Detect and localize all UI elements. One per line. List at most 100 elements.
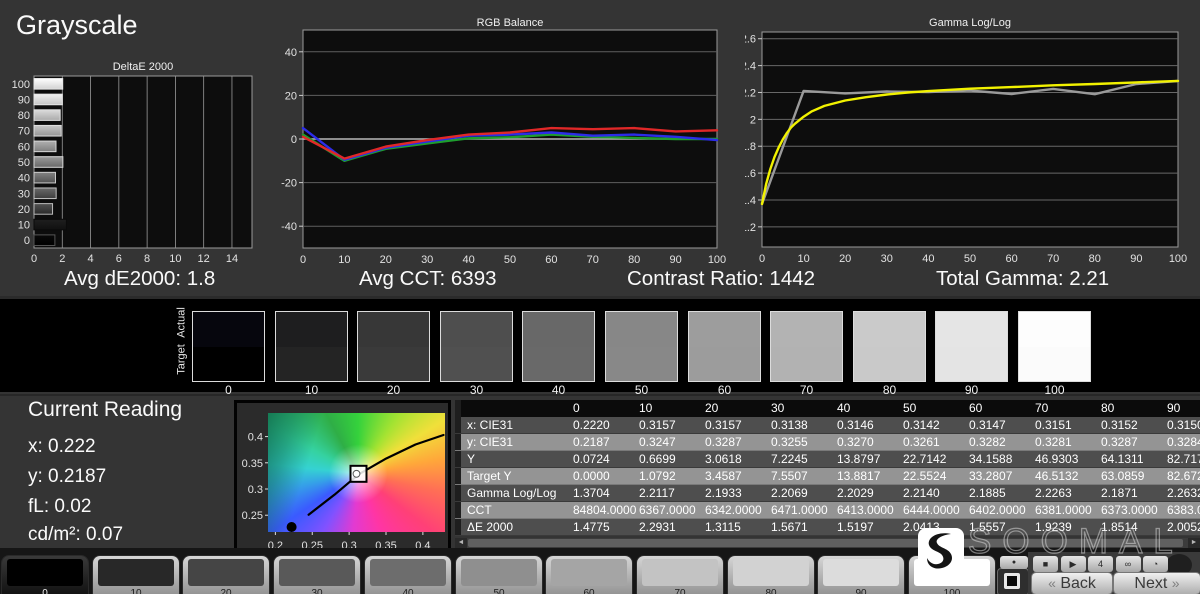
stop-icon[interactable]: ■ [1033, 556, 1058, 572]
grayscale-swatch-20 [357, 311, 430, 382]
loop-icon[interactable]: ∞ [1115, 556, 1141, 572]
pattern-tile-90[interactable]: 90 [818, 556, 904, 594]
pattern-tile-10[interactable]: 10 [93, 556, 179, 594]
svg-text:2: 2 [59, 253, 65, 265]
scroll-thumb[interactable] [468, 539, 1183, 547]
tile-label: 100 [943, 588, 961, 594]
svg-text:30: 30 [18, 188, 30, 200]
svg-text:0: 0 [24, 235, 30, 247]
column-header: 20 [705, 401, 719, 415]
table-cell: 0.3157 [639, 418, 676, 432]
back-button[interactable]: « Back [1032, 573, 1112, 594]
svg-text:1.6: 1.6 [745, 168, 756, 180]
pattern-page-icon[interactable]: 4 [1088, 556, 1113, 572]
tile-label: 10 [130, 588, 142, 594]
table-cell: 2.0052 [1167, 520, 1200, 534]
pattern-tile-40[interactable]: 40 [365, 556, 451, 594]
pattern-tile-80[interactable]: 80 [728, 556, 814, 594]
swatch-level-label: 10 [304, 383, 319, 397]
rgb-balance-chart: RGB Balance 40 20 0 -20 -40 0 10 20 30 40 50 60 70 80 9… [280, 0, 730, 270]
svg-text:6: 6 [116, 253, 122, 265]
swatch-actual [193, 312, 264, 347]
table-cell: 0.3147 [969, 418, 1006, 432]
table-scrollbar[interactable]: ◄ ► [455, 538, 1200, 548]
timer-icon[interactable]: ◔ [1143, 556, 1168, 572]
svg-text:40: 40 [922, 253, 934, 265]
contrast-ratio-value: Contrast Ratio: 1442 [627, 267, 816, 290]
svg-text:80: 80 [1089, 253, 1101, 265]
svg-text:1.4: 1.4 [745, 195, 756, 207]
reading-cdm2: cd/m²: 0.07 [28, 524, 124, 545]
table-cell: 2.1885 [969, 486, 1006, 500]
swatch-actual [689, 312, 760, 347]
svg-text:60: 60 [1005, 253, 1017, 265]
pattern-tile-60[interactable]: 60 [546, 556, 632, 594]
pattern-tile-50[interactable]: 50 [456, 556, 542, 594]
svg-text:2.4: 2.4 [745, 61, 756, 73]
delta-e-chart: DeltaE 2000 0 2 4 6 8 10 12 14 100 90 80 70 60 50 40 30 2… [0, 40, 270, 278]
back-label: Back [1060, 575, 1096, 592]
column-header: 0 [573, 401, 580, 415]
table-cell: 0.3138 [771, 418, 808, 432]
pattern-tile-70[interactable]: 70 [637, 556, 723, 594]
table-cell: 6413.0000 [837, 503, 894, 517]
swatch-target [854, 346, 925, 381]
cie-overlay: 0.40.350.30.250.2 0.25 0.3 0.35 0.4 [242, 432, 445, 552]
table-cell: 0.3270 [837, 435, 874, 449]
pattern-tile-0[interactable]: 0 [2, 556, 88, 594]
section-divider [0, 394, 1200, 396]
svg-text:2: 2 [750, 114, 756, 126]
row-label: y: CIE31 [467, 435, 514, 449]
table-cell: 2.2263 [1035, 486, 1072, 500]
svg-text:0.4: 0.4 [248, 432, 263, 444]
tile-swatch [188, 559, 264, 586]
table-cell: 0.3255 [771, 435, 808, 449]
table-cell: 0.2187 [573, 435, 610, 449]
column-header: 50 [903, 401, 917, 415]
table-cell: 1.9239 [1035, 520, 1072, 534]
swatch-target [606, 346, 677, 381]
soomal-logo [918, 528, 964, 574]
tile-label: 70 [674, 588, 686, 594]
play-icon[interactable]: ▶ [1060, 556, 1086, 572]
table-cell: 6342.0000 [705, 503, 762, 517]
row-label: x: CIE31 [467, 418, 514, 432]
column-header: 60 [969, 401, 983, 415]
gamma-chart: Gamma Log/Log 2.6 2.4 2.2 2 1.8 1.6 1.4 1.2 0 10 20… [741, 0, 1200, 270]
svg-text:50: 50 [18, 157, 30, 169]
table-cell: 7.5507 [771, 469, 808, 483]
swatch-level-label: 30 [469, 383, 484, 397]
table-cell: 1.5197 [837, 520, 874, 534]
svg-text:50: 50 [964, 253, 976, 265]
tile-swatch [370, 559, 446, 586]
pattern-tile-30[interactable]: 30 [274, 556, 360, 594]
avg-de2000-value: Avg dE2000: 1.8 [64, 267, 216, 290]
swatch-target [689, 346, 760, 381]
table-cell: 6367.0000 [639, 503, 696, 517]
pattern-tile-20[interactable]: 20 [183, 556, 269, 594]
eject-button[interactable]: ● [1000, 556, 1028, 569]
svg-text:0: 0 [31, 253, 37, 265]
tile-swatch [98, 559, 174, 586]
table-cell: 82.717 [1167, 452, 1200, 466]
scroll-right-arrow[interactable]: ► [1188, 538, 1200, 548]
grayscale-swatch-100 [1018, 311, 1091, 382]
row-label: Target Y [467, 469, 512, 483]
record-knob[interactable] [1166, 554, 1192, 576]
table-cell: 2.2117 [639, 486, 675, 500]
swatch-target [193, 346, 264, 381]
current-reading-title: Current Reading [28, 398, 183, 421]
scroll-left-arrow[interactable]: ◄ [455, 538, 467, 548]
svg-text:0: 0 [291, 134, 297, 146]
table-cell: 2.2029 [837, 486, 874, 500]
svg-text:100: 100 [12, 79, 30, 91]
soomal-watermark-text: SOOMAL [968, 522, 1184, 562]
next-button[interactable]: Next » [1114, 573, 1200, 594]
table-cell: 34.1588 [969, 452, 1013, 466]
table-cell: 2.1871 [1101, 486, 1138, 500]
table-cell: 6471.0000 [771, 503, 828, 517]
table-cell: 1.5671 [771, 520, 808, 534]
pattern-window-button[interactable] [997, 568, 1029, 594]
table-cell: 0.3247 [639, 435, 676, 449]
column-header: 90 [1167, 401, 1181, 415]
